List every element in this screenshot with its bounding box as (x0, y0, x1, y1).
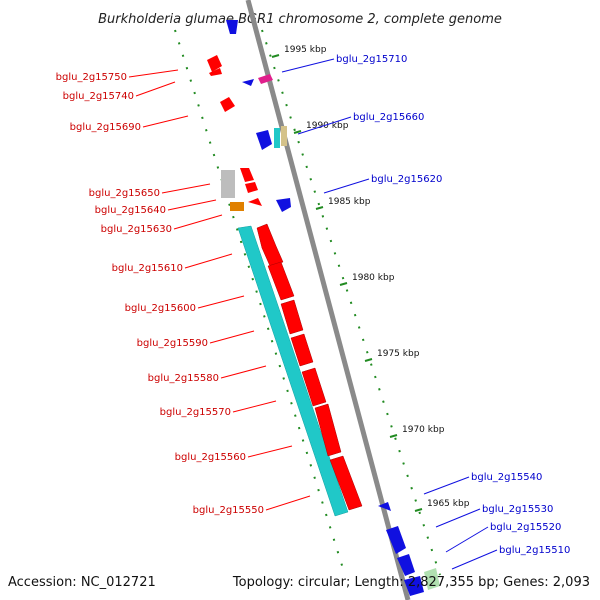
forward-label-leader (161, 183, 211, 194)
forward-gene-arrow (314, 403, 342, 457)
scale-tick (339, 282, 348, 286)
forward-gene-label[interactable]: bglu_2g15640 (95, 205, 166, 216)
scale-label: 1965 kbp (427, 499, 470, 509)
forward-label-leader (135, 81, 176, 97)
forward-gene-arrow (280, 299, 304, 335)
forward-gene-label[interactable]: bglu_2g15580 (148, 373, 219, 384)
summary-text: Topology: circular; Length: 2,827,355 bp… (232, 575, 590, 590)
scale-label: 1990 kbp (306, 121, 349, 131)
scale-tick (293, 130, 302, 134)
reverse-gene-arrow (397, 554, 415, 576)
outer-dotted-ring (174, 29, 346, 576)
forward-gene-arrow (209, 68, 222, 76)
reverse-gene-label[interactable]: bglu_2g15540 (471, 472, 542, 483)
forward-gene-arrow (256, 223, 284, 267)
rna-feature (274, 128, 280, 148)
forward-label-leader (247, 445, 293, 458)
forward-label-leader (173, 214, 223, 230)
forward-gene-label[interactable]: bglu_2g15570 (160, 407, 231, 418)
forward-gene-label[interactable]: bglu_2g15610 (112, 263, 183, 274)
scale-tick (271, 54, 280, 58)
forward-gene-label[interactable]: bglu_2g15690 (70, 122, 141, 133)
pseudogene-feature (221, 170, 235, 198)
forward-label-leader (184, 253, 233, 269)
reverse-gene-arrow (226, 20, 238, 34)
reverse-gene-arrow (276, 198, 291, 212)
reverse-gene-label[interactable]: bglu_2g15520 (490, 522, 561, 533)
forward-gene-arrow (329, 455, 363, 511)
forward-label-leader (197, 295, 245, 309)
scale-tick (364, 358, 373, 362)
scale-tick (315, 206, 324, 210)
scale-label: 1995 kbp (284, 45, 327, 55)
reverse-label-leader (445, 526, 489, 553)
reverse-gene-arrow (386, 526, 406, 554)
scale-ticks (271, 54, 423, 512)
forward-label-leader (128, 69, 179, 78)
label-leaders (128, 58, 498, 570)
reverse-gene-label[interactable]: bglu_2g15710 (336, 54, 407, 65)
map-title: Burkholderia glumae BGR1 chromosome 2, c… (98, 12, 502, 27)
other-feature (258, 74, 273, 84)
forward-gene-arrow (290, 333, 314, 367)
forward-gene-arrow (220, 97, 235, 112)
forward-gene-arrow (245, 182, 258, 193)
other-feature (281, 126, 287, 146)
forward-gene-label[interactable]: bglu_2g15650 (89, 188, 160, 199)
chromosome-backbone (245, 0, 411, 600)
scale-tick (389, 434, 398, 438)
reverse-gene-label[interactable]: bglu_2g15510 (499, 545, 570, 556)
reverse-gene-label[interactable]: bglu_2g15530 (482, 504, 553, 515)
forward-label-leader (220, 365, 267, 379)
reverse-gene-arrow (378, 502, 391, 511)
reverse-label-leader (297, 116, 352, 135)
scale-label: 1970 kbp (402, 425, 445, 435)
forward-gene-label[interactable]: bglu_2g15590 (137, 338, 208, 349)
rna-feature-band (237, 225, 349, 517)
reverse-label-leader (435, 508, 481, 528)
forward-gene-arrow (248, 198, 262, 206)
forward-gene-arrow (301, 367, 327, 407)
reverse-gene-label[interactable]: bglu_2g15660 (353, 112, 424, 123)
forward-label-leader (167, 199, 217, 211)
reverse-label-leader (323, 178, 370, 194)
forward-label-leader (232, 400, 277, 413)
reverse-gene-arrow (404, 576, 424, 596)
accession-text: Accession: NC_012721 (8, 575, 156, 590)
scale-label: 1980 kbp (352, 273, 395, 283)
reverse-label-leader (451, 549, 498, 570)
feature-layer (207, 20, 440, 596)
inner-dotted-ring (261, 29, 441, 576)
forward-gene-arrow (240, 168, 254, 182)
scale-labels: 1995 kbp 1990 kbp 1985 kbp 1980 kbp 1975 kbp… (284, 45, 470, 509)
scale-label: 1985 kbp (328, 197, 371, 207)
forward-gene-label[interactable]: bglu_2g15630 (101, 224, 172, 235)
forward-gene-label[interactable]: bglu_2g15750 (56, 72, 127, 83)
forward-gene-label[interactable]: bglu_2g15560 (175, 452, 246, 463)
forward-gene-label[interactable]: bglu_2g15550 (193, 505, 264, 516)
reverse-gene-label[interactable]: bglu_2g15620 (371, 174, 442, 185)
forward-gene-label[interactable]: bglu_2g15740 (63, 91, 134, 102)
reverse-gene-arrow (242, 79, 254, 86)
other-feature (424, 568, 440, 590)
forward-label-leader (142, 115, 189, 128)
reverse-gene-arrow (256, 130, 272, 150)
scale-tick (414, 508, 423, 512)
reverse-label-leader (423, 476, 470, 495)
forward-label-leader (209, 330, 255, 344)
forward-label-leader (265, 495, 311, 511)
forward-gene-arrow (207, 55, 222, 72)
forward-gene-arrow (267, 261, 295, 301)
scale-label: 1975 kbp (377, 349, 420, 359)
gene-labels: bglu_2g15750bglu_2g15740bglu_2g15690bglu… (56, 54, 571, 556)
reverse-label-leader (281, 58, 335, 73)
forward-gene-label[interactable]: bglu_2g15600 (125, 303, 196, 314)
other-feature (230, 202, 244, 211)
